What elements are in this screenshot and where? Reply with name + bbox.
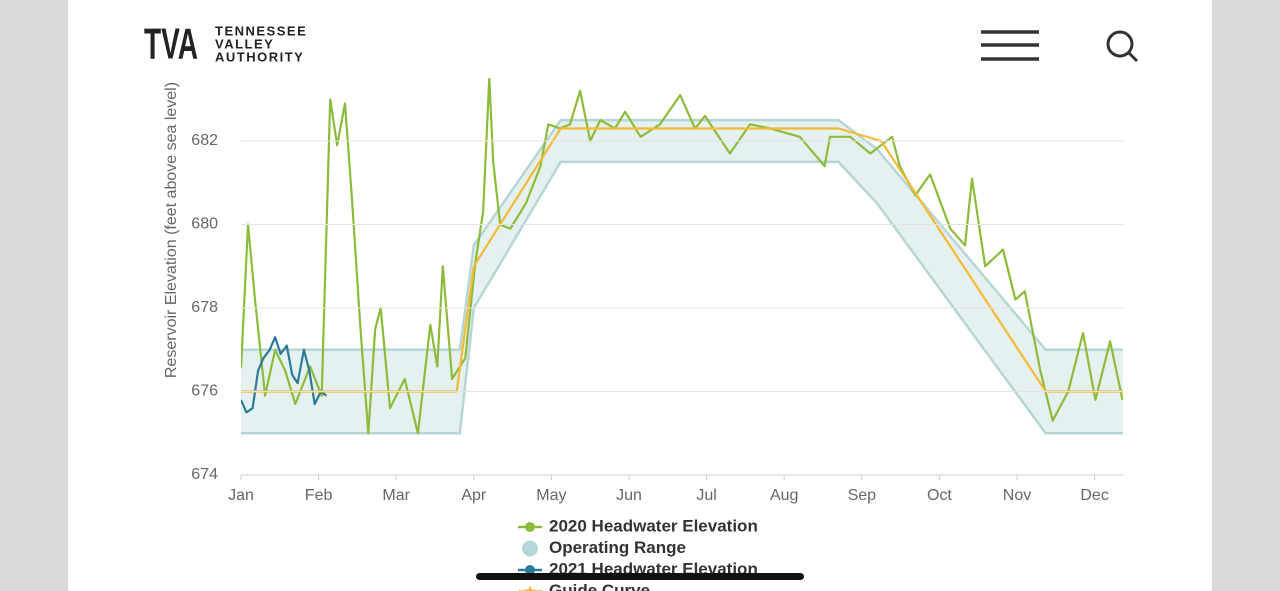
brand-line: AUTHORITY xyxy=(215,49,304,64)
x-tick-label: Jun xyxy=(616,487,642,504)
y-tick-label: 678 xyxy=(191,299,218,316)
x-tick-label: Dec xyxy=(1080,487,1108,504)
legend-marker xyxy=(524,585,536,591)
search-button[interactable] xyxy=(1106,30,1139,63)
legend-label: Guide Curve xyxy=(549,581,650,591)
plot-area xyxy=(241,78,1123,435)
x-tick-label: Nov xyxy=(1003,487,1031,504)
x-tick-label: Feb xyxy=(305,487,333,504)
legend-marker xyxy=(522,540,538,557)
brand-line: VALLEY xyxy=(215,36,274,51)
x-tick-label: Sep xyxy=(848,487,877,504)
y-tick-label: 676 xyxy=(191,383,218,400)
x-tick-label: May xyxy=(536,487,566,504)
x-tick-label: Jan xyxy=(228,487,254,504)
home-indicator xyxy=(476,573,804,580)
series-line xyxy=(241,78,1123,435)
legend-marker xyxy=(525,565,535,575)
legend-label: Operating Range xyxy=(549,538,686,557)
x-tick-label: Oct xyxy=(927,487,952,504)
legend-label: 2020 Headwater Elevation xyxy=(549,516,758,535)
x-tick-label: Apr xyxy=(461,487,487,504)
legend-marker xyxy=(525,522,535,532)
brand-line: TENNESSEE xyxy=(215,23,307,38)
range-upper xyxy=(241,118,1123,352)
range-lower xyxy=(241,160,1123,435)
header-bar xyxy=(68,0,1212,78)
y-tick-label: 682 xyxy=(191,132,218,149)
y-tick-label: 680 xyxy=(191,216,218,233)
menu-button[interactable] xyxy=(981,30,1039,61)
x-tick-label: Mar xyxy=(382,487,410,504)
series-line xyxy=(241,336,328,414)
x-tick-label: Aug xyxy=(770,487,798,504)
axes: 674 676 678 680 682 Jan Feb Mar Apr May Jun Jul Aug S… xyxy=(191,132,1124,504)
series-line xyxy=(241,127,1123,393)
y-tick-label: 674 xyxy=(191,466,218,483)
x-tick-label: Jul xyxy=(696,487,716,504)
y-axis-label: Reservoir Elevation (feet above sea leve… xyxy=(163,82,180,378)
logo: TVA xyxy=(144,20,198,69)
